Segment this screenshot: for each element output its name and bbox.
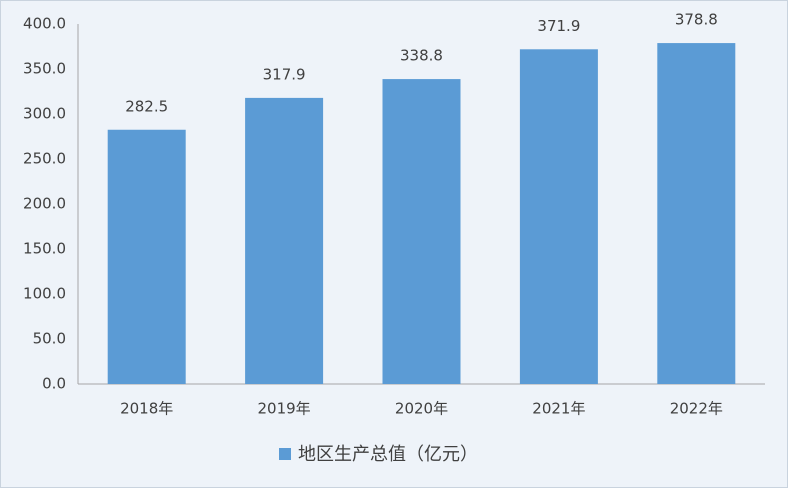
bar [382,79,461,384]
y-tick-label: 400.0 [23,15,66,33]
y-tick-label: 250.0 [23,150,66,168]
y-tick-label: 200.0 [23,195,66,213]
data-label: 317.9 [263,65,306,83]
bar [519,49,598,384]
data-label: 371.9 [537,17,580,35]
y-tick-label: 50.0 [33,330,66,348]
x-tick-label: 2018年 [120,400,173,418]
data-label: 378.8 [675,11,718,29]
x-tick-label: 2020年 [395,400,448,418]
x-tick-label: 2021年 [532,400,585,418]
bar [107,129,186,384]
bar [657,43,736,385]
x-tick-label: 2022年 [670,400,723,418]
data-label: 338.8 [400,47,443,65]
legend-label: 地区生产总值（亿元） [298,444,478,465]
y-tick-label: 100.0 [23,285,66,303]
y-tick-label: 150.0 [23,240,66,258]
bar [245,97,324,384]
legend-swatch [279,448,291,460]
y-tick-label: 350.0 [23,60,66,78]
data-label: 282.5 [125,97,168,115]
y-tick-label: 300.0 [23,105,66,123]
x-tick-label: 2019年 [258,400,311,418]
y-tick-label: 0.0 [42,375,66,393]
